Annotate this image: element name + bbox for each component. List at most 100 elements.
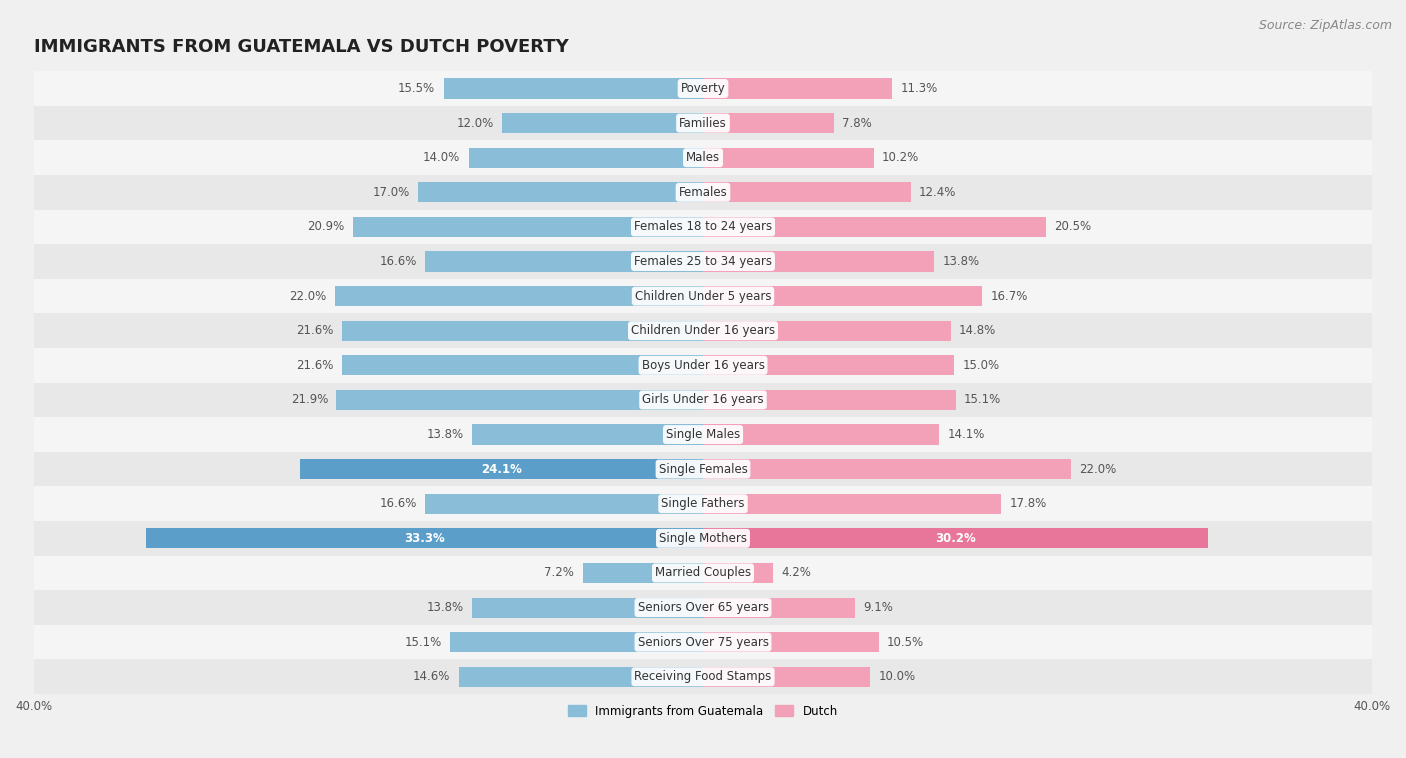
- Bar: [146, 528, 703, 548]
- Bar: [34, 659, 1372, 694]
- Legend: Immigrants from Guatemala, Dutch: Immigrants from Guatemala, Dutch: [564, 700, 842, 722]
- Text: 16.6%: 16.6%: [380, 255, 416, 268]
- Text: 14.6%: 14.6%: [413, 670, 450, 683]
- Bar: [703, 597, 855, 618]
- Text: Receiving Food Stamps: Receiving Food Stamps: [634, 670, 772, 683]
- Bar: [34, 140, 1372, 175]
- Text: Seniors Over 75 years: Seniors Over 75 years: [637, 636, 769, 649]
- Text: 21.6%: 21.6%: [295, 324, 333, 337]
- Bar: [703, 390, 956, 410]
- Bar: [703, 632, 879, 652]
- Bar: [472, 597, 703, 618]
- Bar: [703, 252, 934, 271]
- Text: Families: Families: [679, 117, 727, 130]
- Bar: [703, 182, 911, 202]
- Text: Females 25 to 34 years: Females 25 to 34 years: [634, 255, 772, 268]
- Text: 21.6%: 21.6%: [295, 359, 333, 372]
- Bar: [419, 182, 703, 202]
- Text: Children Under 5 years: Children Under 5 years: [634, 290, 772, 302]
- Bar: [703, 459, 1071, 479]
- Bar: [582, 563, 703, 583]
- Text: 10.5%: 10.5%: [887, 636, 924, 649]
- Bar: [34, 383, 1372, 417]
- Text: 13.8%: 13.8%: [426, 428, 464, 441]
- Bar: [34, 210, 1372, 244]
- Text: 15.0%: 15.0%: [963, 359, 1000, 372]
- Bar: [450, 632, 703, 652]
- Text: Females: Females: [679, 186, 727, 199]
- Text: IMMIGRANTS FROM GUATEMALA VS DUTCH POVERTY: IMMIGRANTS FROM GUATEMALA VS DUTCH POVER…: [34, 38, 568, 56]
- Text: 16.6%: 16.6%: [380, 497, 416, 510]
- Bar: [703, 667, 870, 687]
- Bar: [703, 321, 950, 341]
- Text: 21.9%: 21.9%: [291, 393, 328, 406]
- Bar: [425, 493, 703, 514]
- Text: Females 18 to 24 years: Females 18 to 24 years: [634, 221, 772, 233]
- Bar: [703, 113, 834, 133]
- Bar: [34, 175, 1372, 210]
- Text: 33.3%: 33.3%: [404, 532, 444, 545]
- Text: Children Under 16 years: Children Under 16 years: [631, 324, 775, 337]
- Text: Girls Under 16 years: Girls Under 16 years: [643, 393, 763, 406]
- Bar: [34, 556, 1372, 590]
- Bar: [703, 493, 1001, 514]
- Bar: [502, 113, 703, 133]
- Bar: [458, 667, 703, 687]
- Bar: [34, 71, 1372, 106]
- Bar: [472, 424, 703, 444]
- Bar: [34, 590, 1372, 625]
- Text: 15.1%: 15.1%: [965, 393, 1001, 406]
- Text: 22.0%: 22.0%: [1080, 462, 1116, 475]
- Bar: [468, 148, 703, 168]
- Text: 15.1%: 15.1%: [405, 636, 441, 649]
- Bar: [34, 417, 1372, 452]
- Text: 13.8%: 13.8%: [942, 255, 980, 268]
- Text: 12.4%: 12.4%: [920, 186, 956, 199]
- Text: Married Couples: Married Couples: [655, 566, 751, 579]
- Bar: [703, 356, 955, 375]
- Bar: [34, 348, 1372, 383]
- Bar: [335, 286, 703, 306]
- Text: 7.2%: 7.2%: [544, 566, 574, 579]
- Bar: [342, 356, 703, 375]
- Bar: [34, 244, 1372, 279]
- Bar: [299, 459, 703, 479]
- Text: 22.0%: 22.0%: [290, 290, 326, 302]
- Text: 24.1%: 24.1%: [481, 462, 522, 475]
- Bar: [353, 217, 703, 237]
- Text: 15.5%: 15.5%: [398, 82, 436, 95]
- Text: 9.1%: 9.1%: [863, 601, 894, 614]
- Text: Seniors Over 65 years: Seniors Over 65 years: [637, 601, 769, 614]
- Text: 20.5%: 20.5%: [1054, 221, 1091, 233]
- Text: 10.2%: 10.2%: [882, 151, 920, 164]
- Text: 30.2%: 30.2%: [935, 532, 976, 545]
- Text: Source: ZipAtlas.com: Source: ZipAtlas.com: [1258, 19, 1392, 32]
- Bar: [34, 487, 1372, 521]
- Text: 10.0%: 10.0%: [879, 670, 915, 683]
- Bar: [342, 321, 703, 341]
- Text: Males: Males: [686, 151, 720, 164]
- Bar: [34, 452, 1372, 487]
- Text: Single Males: Single Males: [666, 428, 740, 441]
- Bar: [703, 528, 1208, 548]
- Text: Single Fathers: Single Fathers: [661, 497, 745, 510]
- Bar: [703, 78, 893, 99]
- Bar: [703, 424, 939, 444]
- Text: Single Mothers: Single Mothers: [659, 532, 747, 545]
- Text: 17.8%: 17.8%: [1010, 497, 1046, 510]
- Text: Boys Under 16 years: Boys Under 16 years: [641, 359, 765, 372]
- Bar: [443, 78, 703, 99]
- Bar: [34, 625, 1372, 659]
- Bar: [425, 252, 703, 271]
- Text: 20.9%: 20.9%: [308, 221, 344, 233]
- Bar: [34, 279, 1372, 313]
- Bar: [34, 106, 1372, 140]
- Text: 12.0%: 12.0%: [457, 117, 494, 130]
- Text: 14.8%: 14.8%: [959, 324, 997, 337]
- Bar: [703, 563, 773, 583]
- Text: 7.8%: 7.8%: [842, 117, 872, 130]
- Text: 11.3%: 11.3%: [900, 82, 938, 95]
- Bar: [703, 286, 983, 306]
- Bar: [336, 390, 703, 410]
- Text: 13.8%: 13.8%: [426, 601, 464, 614]
